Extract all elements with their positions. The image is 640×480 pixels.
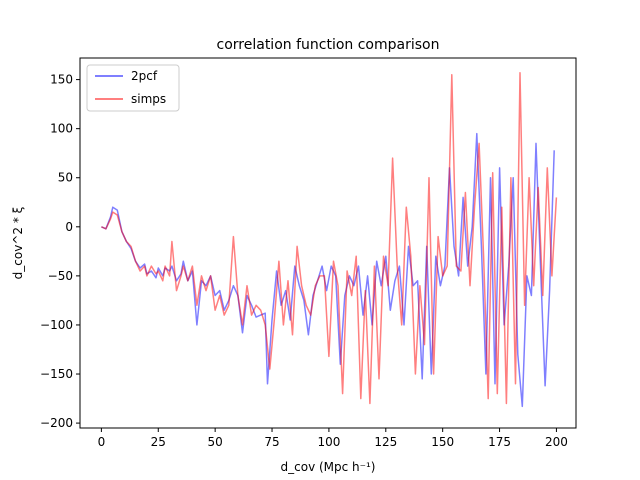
x-tick-label-75: 75 [264, 435, 279, 449]
x-tick-label-0: 0 [98, 435, 106, 449]
chart-title: correlation function comparison [217, 37, 440, 53]
y-axis-label: d_cov^2 * ξ [11, 207, 25, 280]
x-tick-label-25: 25 [151, 435, 166, 449]
y-axis: −200 −150 −100 −50 0 50 100 150 [40, 73, 80, 430]
x-tick-label-150: 150 [431, 435, 454, 449]
x-axis: 0 25 50 75 100 125 150 175 200 [98, 428, 568, 449]
legend-label-2pcf: 2pcf [131, 69, 158, 83]
y-tick-label-50: 50 [58, 171, 73, 185]
y-tick-label--100: −100 [40, 318, 73, 332]
x-axis-label: d_cov (Mpc h⁻¹) [281, 460, 376, 474]
x-tick-label-100: 100 [317, 435, 340, 449]
legend: 2pcf simps [86, 64, 180, 112]
y-tick-label-100: 100 [50, 122, 73, 136]
x-tick-label-200: 200 [545, 435, 568, 449]
y-tick-label--50: −50 [48, 269, 73, 283]
series-layer [101, 71, 558, 408]
x-tick-label-125: 125 [374, 435, 397, 449]
y-tick-label--150: −150 [40, 367, 73, 381]
y-tick-label-0: 0 [65, 220, 73, 234]
plot-area [79, 57, 577, 429]
y-tick-label--200: −200 [40, 416, 73, 430]
series-line-simps [101, 71, 558, 405]
y-tick-label-150: 150 [50, 73, 73, 87]
plot-frame [80, 58, 576, 428]
x-tick-label-175: 175 [488, 435, 511, 449]
legend-label-simps: simps [131, 92, 166, 106]
x-tick-label-50: 50 [208, 435, 223, 449]
plot-border [79, 57, 577, 429]
